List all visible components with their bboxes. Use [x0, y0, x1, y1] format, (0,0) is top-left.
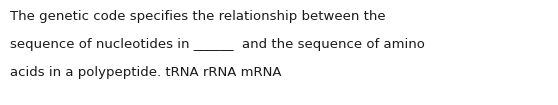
Text: The genetic code specifies the relationship between the: The genetic code specifies the relations…: [10, 10, 386, 23]
Text: acids in a polypeptide. tRNA rRNA mRNA: acids in a polypeptide. tRNA rRNA mRNA: [10, 66, 281, 79]
Text: sequence of nucleotides in ______  and the sequence of amino: sequence of nucleotides in ______ and th…: [10, 38, 425, 51]
